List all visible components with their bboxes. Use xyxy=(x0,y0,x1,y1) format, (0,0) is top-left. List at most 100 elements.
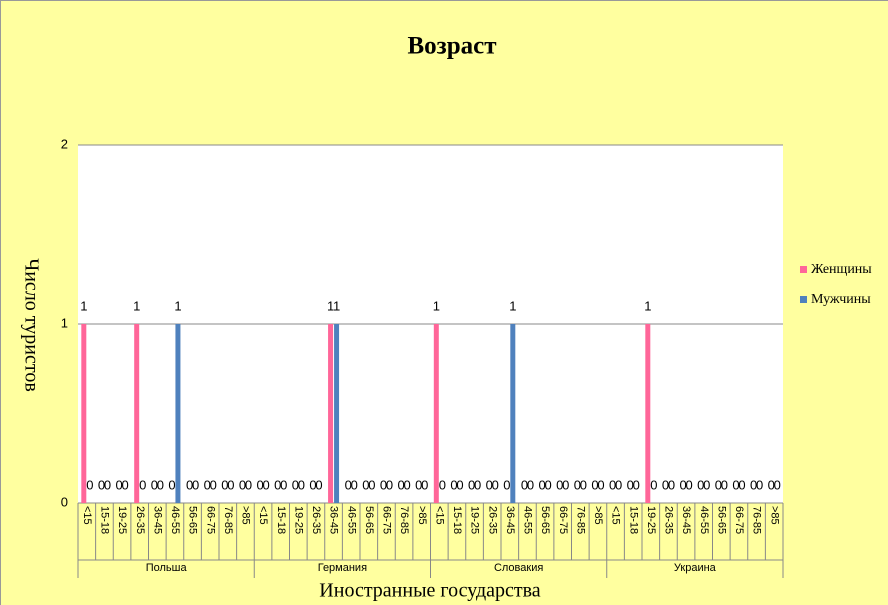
data-label: 0 xyxy=(98,477,105,492)
data-label: 1 xyxy=(80,298,87,313)
data-label: 0 xyxy=(415,477,422,492)
data-label: 0 xyxy=(262,477,269,492)
data-label: 0 xyxy=(245,477,252,492)
data-label: 0 xyxy=(580,477,587,492)
x-tick-label: 15-18 xyxy=(99,506,111,534)
data-label: 0 xyxy=(456,477,463,492)
x-tick-label: 56-65 xyxy=(539,506,551,534)
legend-label: Женщины xyxy=(811,262,872,277)
bar xyxy=(433,324,439,503)
data-label: 0 xyxy=(768,477,775,492)
data-label: 0 xyxy=(192,477,199,492)
data-label: 0 xyxy=(668,477,675,492)
data-label: 0 xyxy=(386,477,393,492)
bar xyxy=(334,324,340,503)
x-tick-label: 36-45 xyxy=(680,506,692,534)
x-tick-label: 46-55 xyxy=(345,506,357,534)
data-label: 0 xyxy=(351,477,358,492)
data-label: 0 xyxy=(139,477,146,492)
data-label: 0 xyxy=(715,477,722,492)
data-label: 0 xyxy=(274,477,281,492)
data-label: 0 xyxy=(315,477,322,492)
data-label: 0 xyxy=(562,477,569,492)
data-label: 0 xyxy=(104,477,111,492)
bar xyxy=(328,324,334,503)
data-label: 0 xyxy=(574,477,581,492)
data-label: 0 xyxy=(609,477,616,492)
data-label: 0 xyxy=(380,477,387,492)
data-label: 0 xyxy=(732,477,739,492)
x-group-label: Украина xyxy=(674,562,717,574)
data-label: 0 xyxy=(468,477,475,492)
x-tick-label: 15-18 xyxy=(627,506,639,534)
data-label: 0 xyxy=(503,477,510,492)
x-tick-label: >85 xyxy=(240,506,252,525)
data-label: 0 xyxy=(157,477,164,492)
x-tick-label: 19-25 xyxy=(645,506,657,534)
data-label: 0 xyxy=(368,477,375,492)
data-label: 0 xyxy=(439,477,446,492)
x-tick-label: 76-85 xyxy=(751,506,763,534)
x-tick-label: 76-85 xyxy=(222,506,234,534)
data-label: 0 xyxy=(556,477,563,492)
data-label: 0 xyxy=(309,477,316,492)
x-tick-label: >85 xyxy=(592,506,604,525)
x-tick-label: 46-55 xyxy=(522,506,534,534)
x-tick-label: 66-75 xyxy=(557,506,569,534)
data-label: 0 xyxy=(591,477,598,492)
data-label: 0 xyxy=(774,477,781,492)
x-tick-label: 56-65 xyxy=(363,506,375,534)
data-label: 0 xyxy=(756,477,763,492)
data-label: 0 xyxy=(615,477,622,492)
data-label: 0 xyxy=(697,477,704,492)
data-label: 0 xyxy=(421,477,428,492)
y-tick-label: 2 xyxy=(61,136,68,151)
data-label: 1 xyxy=(327,298,334,313)
data-label: 1 xyxy=(174,298,181,313)
data-label: 0 xyxy=(662,477,669,492)
x-tick-label: 36-45 xyxy=(504,506,516,534)
y-tick-label: 0 xyxy=(61,494,68,509)
data-label: 0 xyxy=(151,477,158,492)
data-label: 0 xyxy=(538,477,545,492)
data-label: 0 xyxy=(627,477,634,492)
x-tick-label: <15 xyxy=(610,506,622,525)
data-label: 0 xyxy=(227,477,234,492)
data-label: 0 xyxy=(750,477,757,492)
x-tick-label: 66-75 xyxy=(204,506,216,534)
x-group-label: Германия xyxy=(318,562,367,574)
data-label: 1 xyxy=(433,298,440,313)
x-tick-label: >85 xyxy=(768,506,780,525)
bar xyxy=(175,324,181,503)
data-label: 0 xyxy=(239,477,246,492)
y-tick-label: 1 xyxy=(61,315,68,330)
data-label: 1 xyxy=(333,298,340,313)
data-label: 0 xyxy=(115,477,122,492)
x-tick-label: 56-65 xyxy=(187,506,199,534)
data-label: 0 xyxy=(521,477,528,492)
data-label: 0 xyxy=(403,477,410,492)
x-tick-label: 26-35 xyxy=(134,506,146,534)
x-tick-label: 26-35 xyxy=(486,506,498,534)
bar xyxy=(81,324,87,503)
data-label: 1 xyxy=(133,298,140,313)
data-label: 0 xyxy=(280,477,287,492)
x-tick-label: 36-45 xyxy=(151,506,163,534)
x-tick-label: 19-25 xyxy=(116,506,128,534)
x-tick-label: 19-25 xyxy=(292,506,304,534)
x-group-label: Словакия xyxy=(494,562,543,574)
bar xyxy=(134,324,140,503)
data-label: 0 xyxy=(650,477,657,492)
data-label: 0 xyxy=(492,477,499,492)
bar xyxy=(645,324,651,503)
legend-swatch xyxy=(800,266,807,273)
x-tick-label: 36-45 xyxy=(328,506,340,534)
data-label: 0 xyxy=(204,477,211,492)
data-label: 0 xyxy=(298,477,305,492)
chart-title: Возраст xyxy=(407,33,496,60)
legend-label: Мужчины xyxy=(811,292,871,307)
x-tick-label: 15-18 xyxy=(451,506,463,534)
x-tick-label: 15-18 xyxy=(275,506,287,534)
